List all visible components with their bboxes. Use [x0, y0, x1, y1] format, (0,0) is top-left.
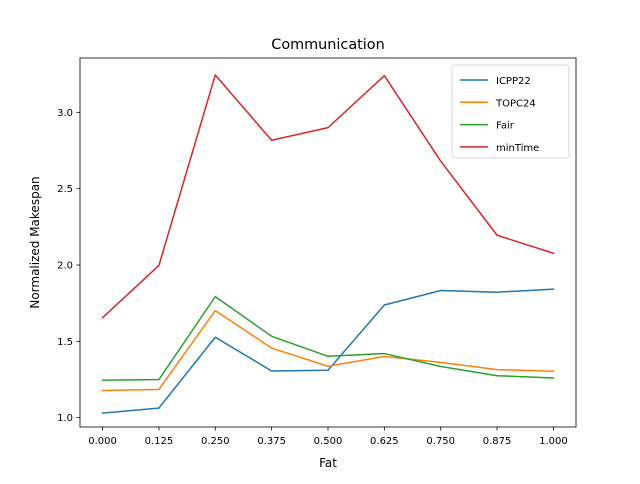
x-tick-label: 0.250 [201, 436, 230, 447]
y-tick-label: 2.0 [57, 261, 73, 272]
x-tick-label: 0.750 [426, 436, 455, 447]
plot-area [101, 74, 555, 414]
x-tick-label: 0.500 [314, 436, 343, 447]
x-tick-label: 1.000 [539, 436, 568, 447]
y-tick-label: 3.0 [57, 108, 73, 119]
legend-label: TOPC24 [495, 98, 536, 109]
legend-label: Fair [496, 121, 515, 132]
x-tick-label: 0.125 [145, 436, 174, 447]
x-axis-label: Fat [319, 456, 337, 470]
y-axis: 1.0 1.5 2.0 2.5 3.0 [57, 108, 80, 424]
series-line-mintime [101, 74, 555, 319]
x-tick-label: 0.625 [370, 436, 399, 447]
chart-title: Communication [271, 37, 384, 53]
x-tick-label: 0.375 [257, 436, 286, 447]
series-line-topc24 [101, 309, 555, 392]
x-tick-label: 0.000 [88, 436, 117, 447]
legend: ICPP22 TOPC24 Fair minTime [451, 64, 570, 159]
y-tick-label: 1.5 [57, 337, 73, 348]
legend-label: minTime [496, 143, 539, 154]
series-line-fair [101, 295, 555, 382]
y-tick-label: 1.0 [57, 413, 73, 424]
y-axis-label: Normalized Makespan [28, 176, 42, 308]
series-line-icpp22 [101, 288, 555, 414]
legend-box [451, 64, 570, 159]
y-tick-label: 2.5 [57, 184, 73, 195]
legend-label: ICPP22 [496, 76, 531, 87]
x-axis: 0.000 0.125 0.250 0.375 0.500 0.625 0.750 0.875… [88, 427, 568, 447]
x-tick-label: 0.875 [483, 436, 512, 447]
